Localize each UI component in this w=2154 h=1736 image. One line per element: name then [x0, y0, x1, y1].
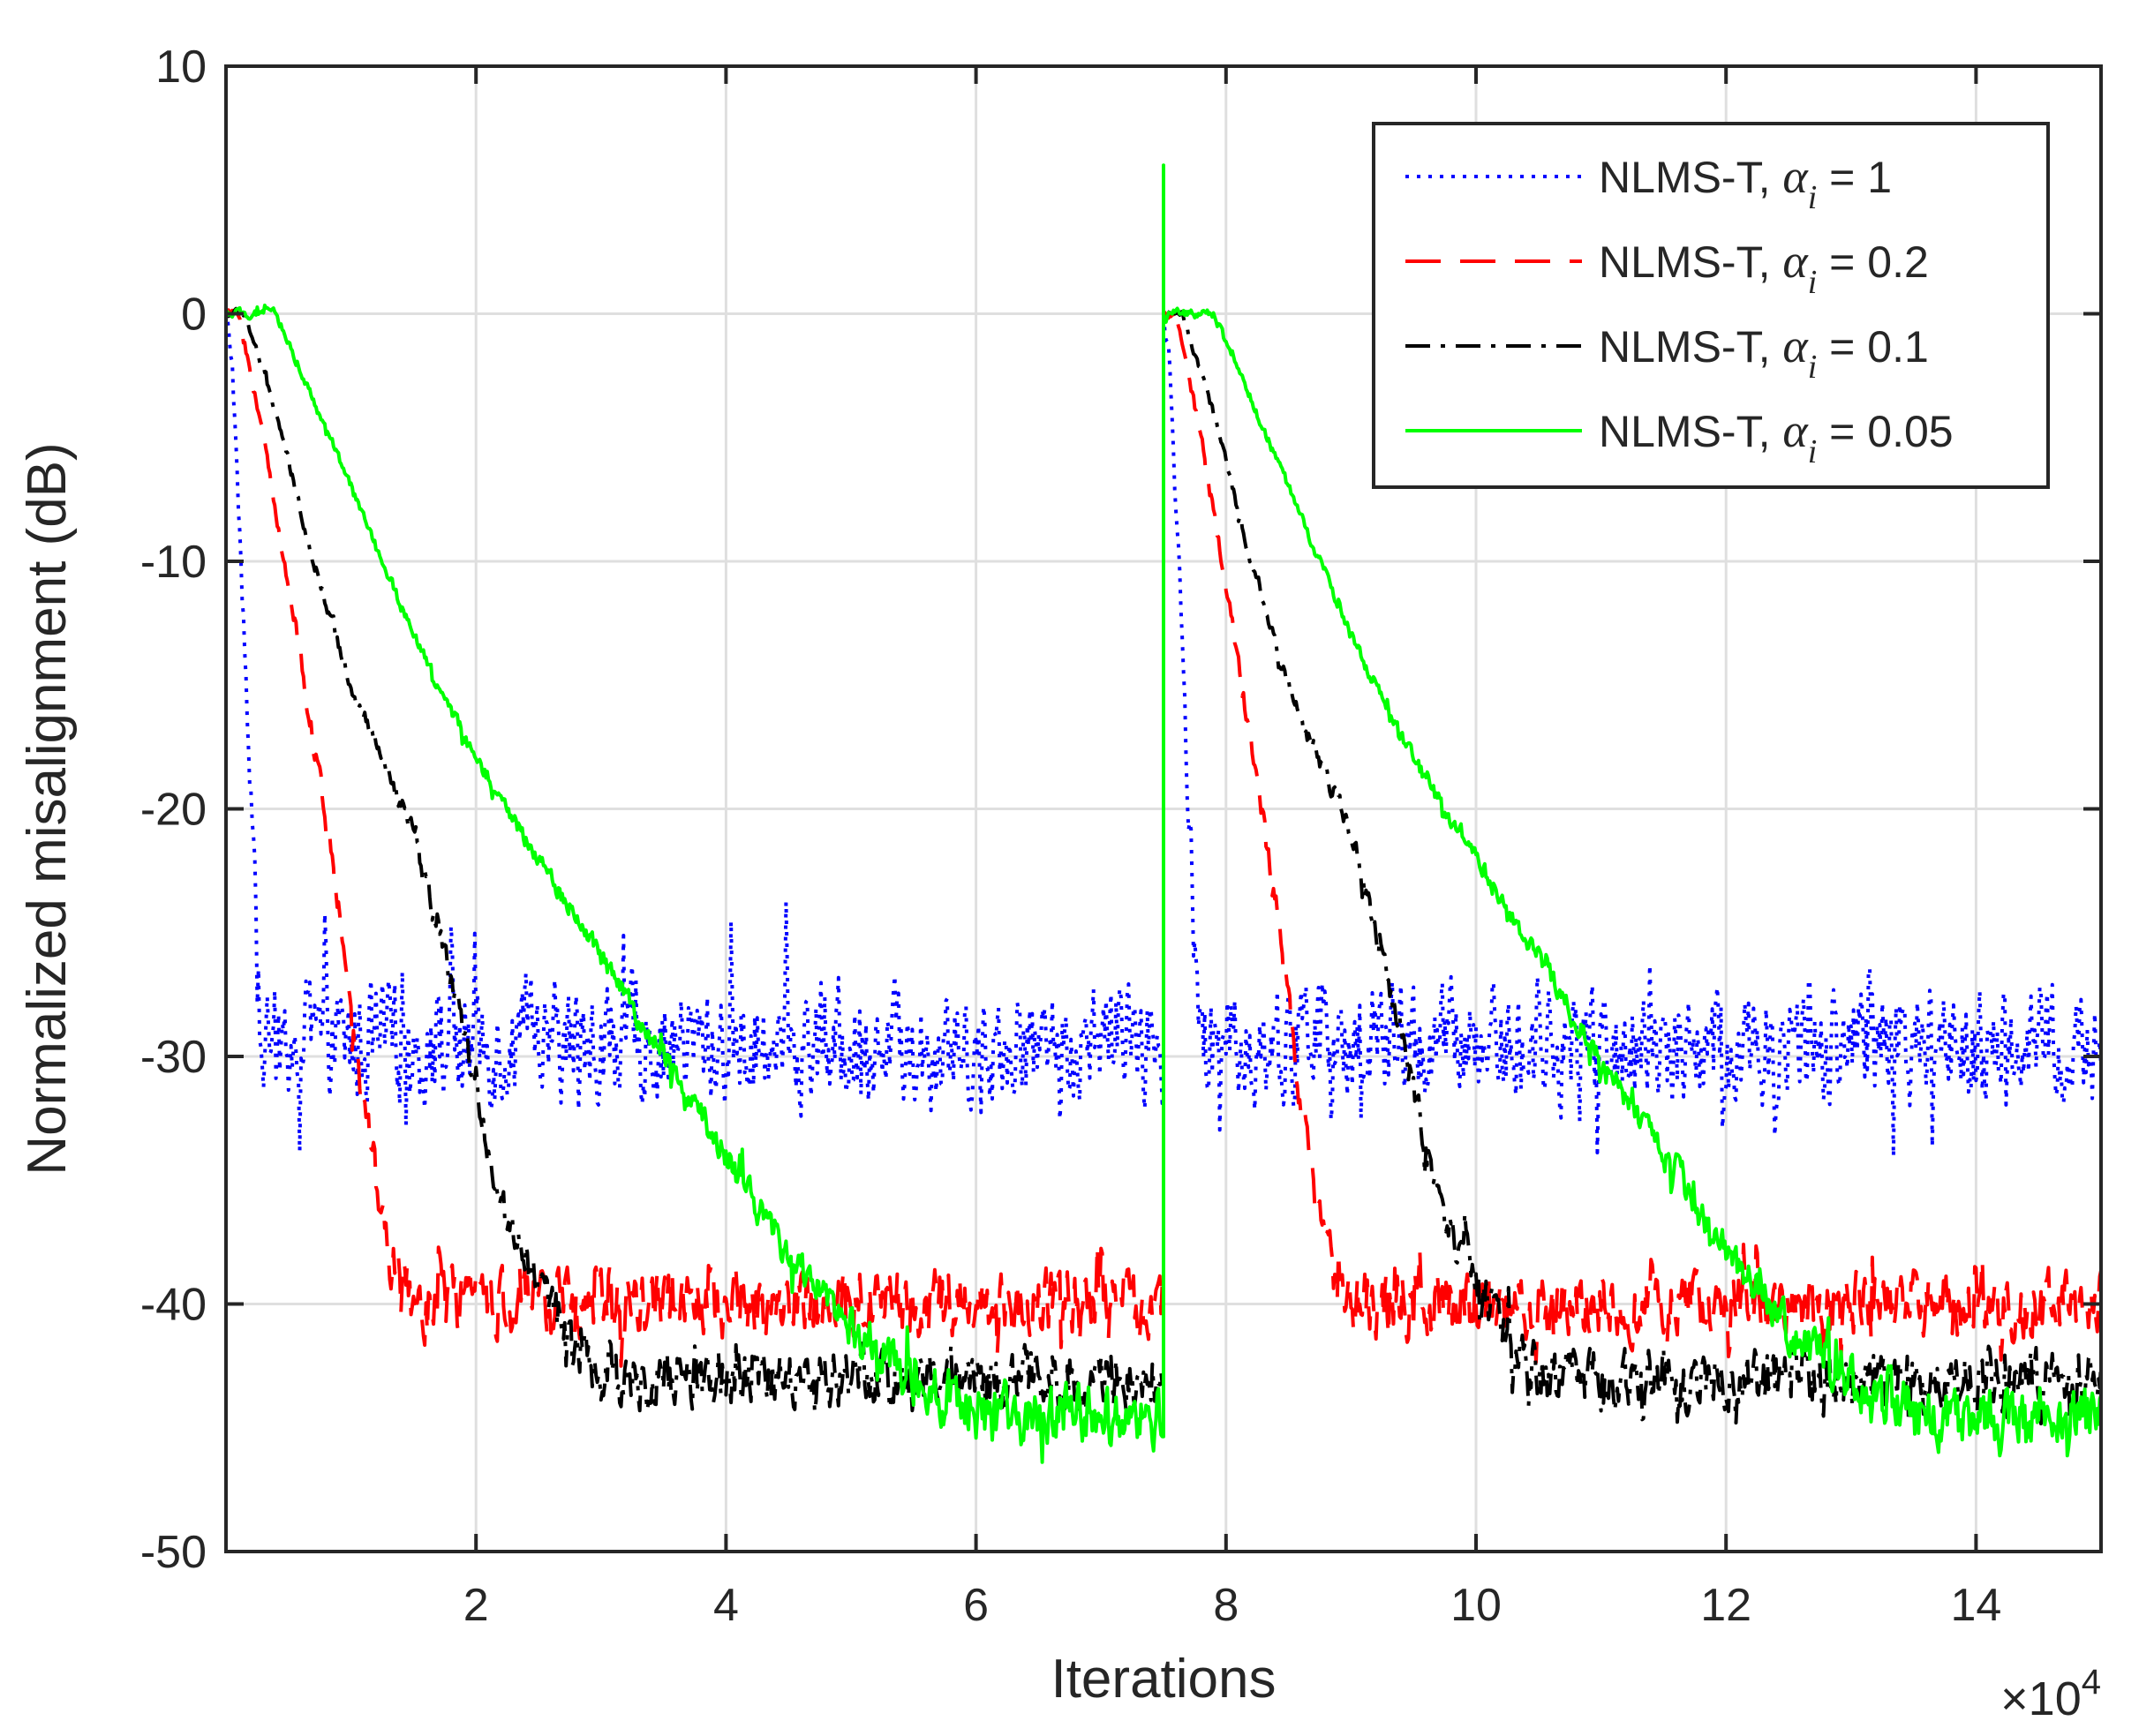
x-tick-label: 2 — [463, 1580, 489, 1631]
legend-label: NLMS-T, αi = 0.1 — [1599, 319, 1929, 386]
legend-label-prefix: NLMS-T, — [1599, 407, 1782, 456]
x-axis-label: Iterations — [1051, 1649, 1276, 1710]
legend-alpha-symbol: α — [1782, 319, 1809, 372]
legend-alpha-symbol: α — [1782, 150, 1809, 203]
y-tick-label: 10 — [155, 41, 207, 93]
legend-alpha-sub: i — [1808, 433, 1818, 470]
legend-label-prefix: NLMS-T, — [1599, 322, 1782, 372]
x-tick-label: 14 — [1950, 1580, 2001, 1631]
x-tick-label: 6 — [963, 1580, 989, 1631]
legend-alpha-sub: i — [1808, 179, 1818, 216]
legend-alpha-value: = 1 — [1817, 153, 1892, 202]
legend-alpha-value: = 0.1 — [1817, 322, 1929, 372]
y-axis-label: Normalized misalignment (dB) — [17, 442, 78, 1175]
series-line — [226, 163, 2101, 1464]
x-multiplier-exponent: 4 — [2082, 1663, 2101, 1702]
legend-box — [1372, 122, 2050, 489]
axis-ticks — [226, 64, 2101, 1553]
x-multiplier-base: ×10 — [2000, 1672, 2082, 1725]
x-tick-label: 4 — [713, 1580, 739, 1631]
x-tick-label: 8 — [1213, 1580, 1239, 1631]
legend-alpha-value: = 0.2 — [1817, 237, 1929, 287]
y-tick-label: -30 — [140, 1032, 207, 1083]
series-layer — [226, 163, 2101, 1464]
x-tick-label: 10 — [1450, 1580, 1502, 1631]
y-tick-label: -40 — [140, 1280, 207, 1331]
legend-alpha-symbol: α — [1782, 404, 1809, 457]
x-tick-label: 12 — [1700, 1580, 1751, 1631]
legend-label: NLMS-T, αi = 1 — [1599, 150, 1892, 216]
y-tick-label: 0 — [181, 289, 207, 341]
legend-alpha-sub: i — [1808, 349, 1818, 386]
legend-alpha-symbol: α — [1782, 235, 1809, 288]
legend-alpha-sub: i — [1808, 264, 1818, 301]
legend-alpha-value: = 0.05 — [1817, 407, 1953, 456]
legend-label-prefix: NLMS-T, — [1599, 237, 1782, 287]
y-tick-label: -10 — [140, 537, 207, 588]
series-line — [226, 262, 2101, 1159]
legend-label-prefix: NLMS-T, — [1599, 153, 1782, 202]
y-tick-label: -20 — [140, 785, 207, 836]
y-tick-label: -50 — [140, 1527, 207, 1578]
legend-label: NLMS-T, αi = 0.05 — [1599, 404, 1954, 470]
tick-labels: 2 4 6 8 10 12 14 10 0 -10 -20 -30 -40 -50 — [140, 41, 2001, 1631]
legend-label: NLMS-T, αi = 0.2 — [1599, 235, 1929, 301]
x-axis-multiplier: ×104 — [2000, 1663, 2101, 1725]
